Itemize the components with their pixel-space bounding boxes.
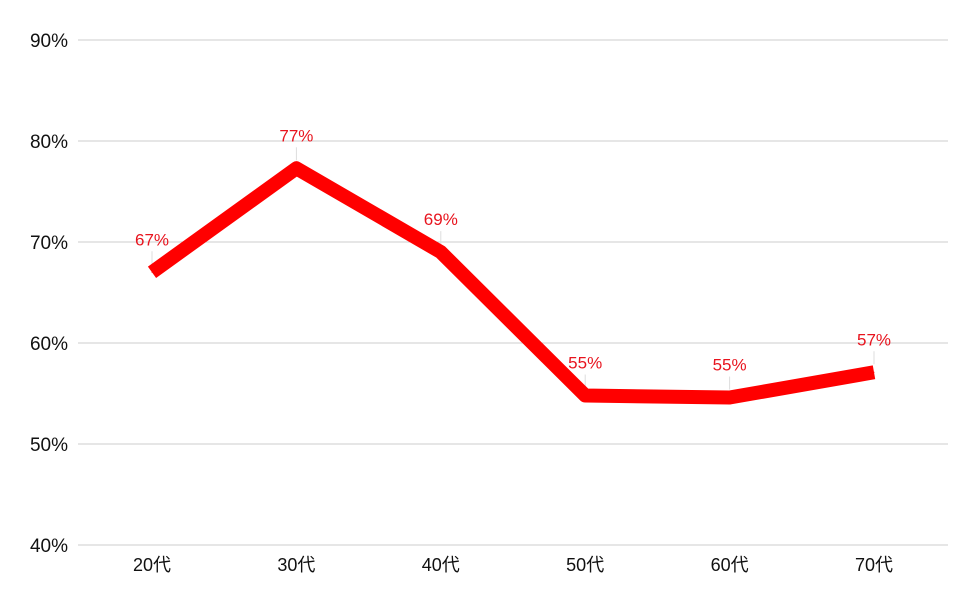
data-point xyxy=(729,397,731,399)
data-point xyxy=(584,395,586,397)
x-tick-label: 50代 xyxy=(566,555,604,575)
series-layer xyxy=(147,161,876,405)
y-tick-label: 50% xyxy=(30,435,68,456)
data-point xyxy=(440,251,442,253)
y-tick-label: 40% xyxy=(30,536,68,557)
x-axis-ticks: 20代 30代 40代 50代 60代 70代 xyxy=(133,555,893,575)
data-point xyxy=(873,371,875,373)
data-label: 57% xyxy=(857,330,891,349)
data-label: 77% xyxy=(279,126,313,145)
x-tick-label: 20代 xyxy=(133,555,171,575)
data-point xyxy=(151,271,153,273)
y-axis-ticks: 40% 50% 60% 70% 80% 90% xyxy=(30,31,68,557)
x-tick-label: 70代 xyxy=(855,555,893,575)
x-tick-label: 60代 xyxy=(711,555,749,575)
y-tick-label: 90% xyxy=(30,31,68,52)
y-tick-label: 60% xyxy=(30,334,68,355)
x-tick-label: 40代 xyxy=(422,555,460,575)
y-tick-label: 80% xyxy=(30,132,68,153)
series-line xyxy=(147,161,876,405)
data-point xyxy=(295,167,297,169)
data-label-leaders xyxy=(151,147,875,390)
gridlines xyxy=(78,39,948,546)
data-label: 67% xyxy=(135,230,169,249)
data-label: 69% xyxy=(424,210,458,229)
data-label: 55% xyxy=(713,356,747,375)
data-labels: 67% 77% 69% 55% 55% 57% xyxy=(135,126,891,374)
x-tick-label: 30代 xyxy=(277,555,315,575)
y-tick-label: 70% xyxy=(30,233,68,254)
data-label: 55% xyxy=(568,354,602,373)
